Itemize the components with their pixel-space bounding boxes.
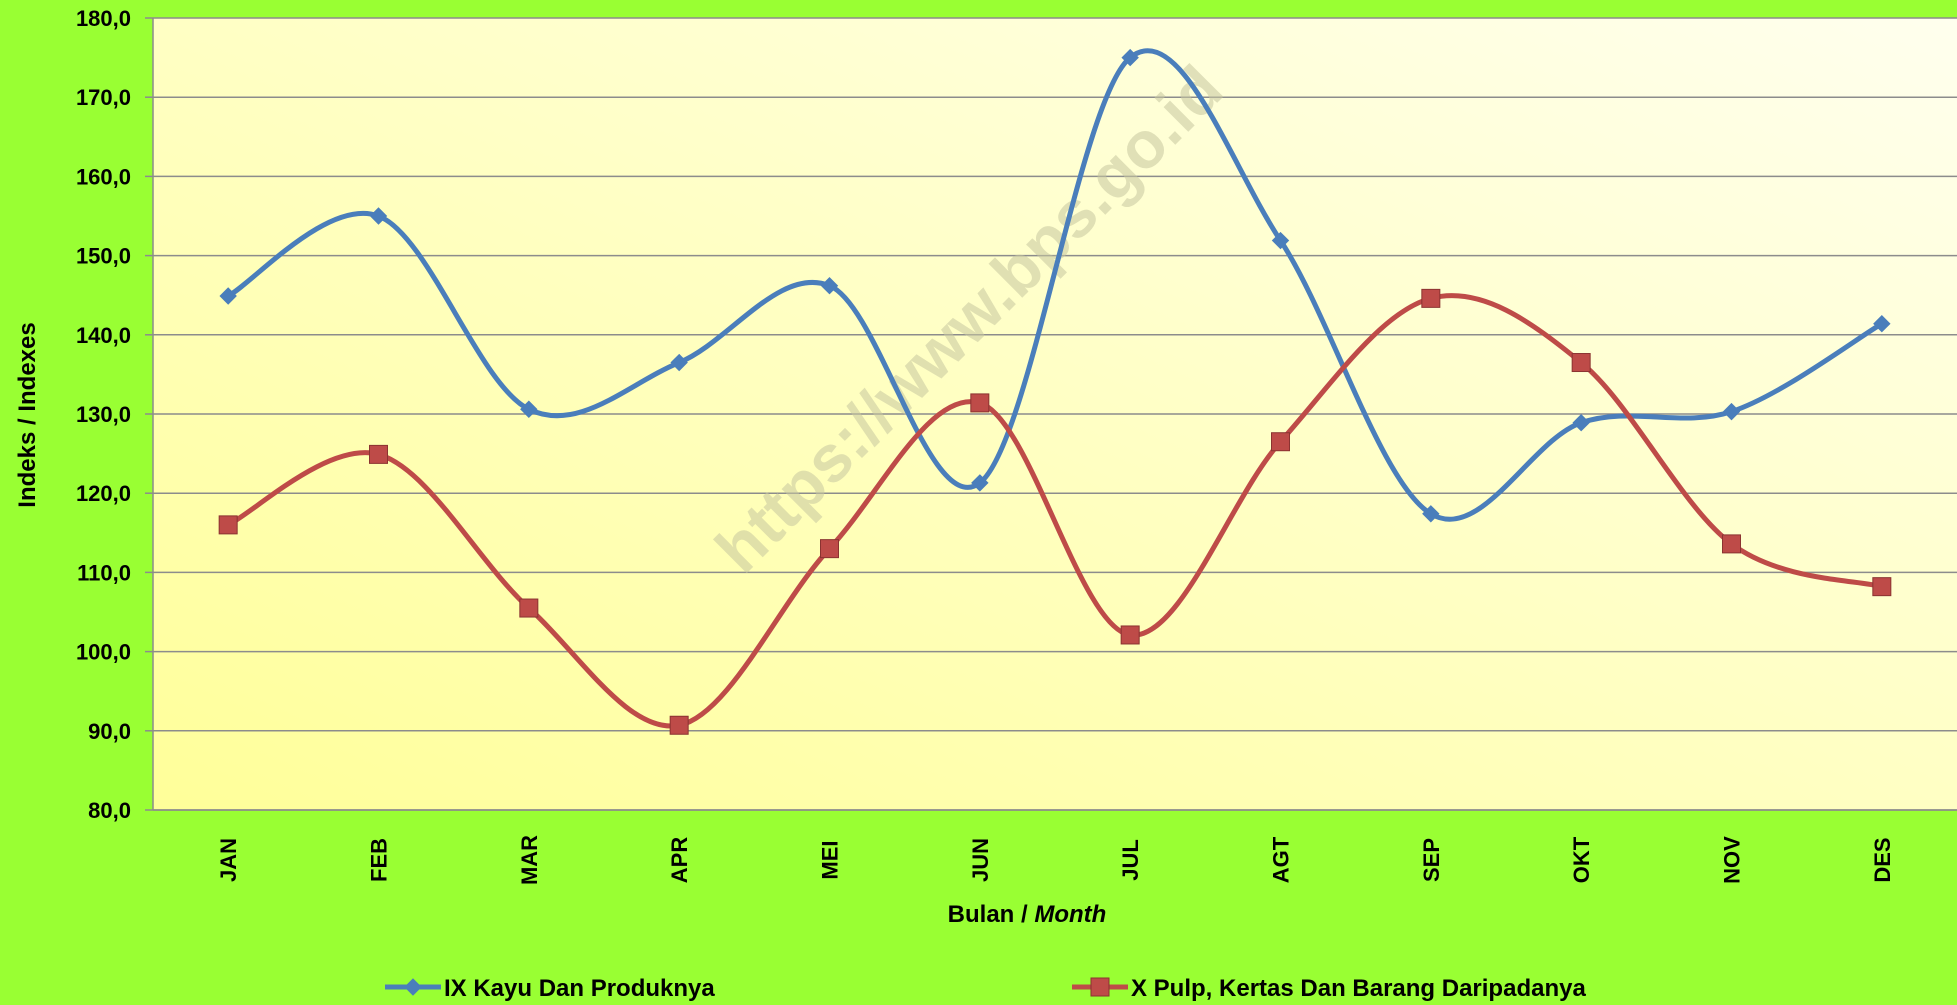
legend-label: X Pulp, Kertas Dan Barang Daripadanya: [1131, 975, 1586, 1002]
legend-marker: [1090, 977, 1110, 997]
data-point: [820, 539, 839, 559]
data-point: [1872, 577, 1892, 597]
data-point: [1271, 432, 1290, 452]
x-axis-title-separator: /: [1014, 901, 1034, 928]
data-point: [820, 276, 839, 295]
data-point: [1873, 315, 1891, 333]
legend-item-1: IX Kayu Dan Produknya: [385, 975, 715, 1002]
series-1: [219, 48, 1891, 523]
data-point: [218, 515, 238, 535]
y-tick-label: 160,0: [76, 164, 131, 189]
data-point: [219, 287, 237, 305]
y-tick-label: 170,0: [76, 85, 131, 110]
x-tick-label: APR: [667, 837, 692, 884]
data-point: [520, 400, 538, 418]
x-tick-label: JAN: [216, 838, 241, 882]
x-tick-label: JUL: [1118, 839, 1143, 881]
x-tick-label: MAR: [517, 835, 542, 885]
data-point: [1571, 353, 1591, 373]
data-point: [1120, 625, 1140, 645]
data-point: [971, 474, 989, 492]
y-tick-label: 100,0: [76, 640, 131, 665]
y-axis-title: Indeks / Indexes: [14, 322, 41, 507]
y-tick-label: 80,0: [88, 798, 131, 823]
y-tick-label: 110,0: [77, 560, 131, 585]
legend-item-2: X Pulp, Kertas Dan Barang Daripadanya: [1072, 975, 1586, 1002]
y-tick-label: 180,0: [76, 6, 131, 31]
data-point: [1722, 402, 1741, 421]
x-tick-label: JUN: [968, 838, 993, 882]
x-tick-label: FEB: [367, 838, 392, 882]
data-point: [1421, 288, 1441, 308]
x-tick-label: SEP: [1419, 838, 1444, 882]
series-2: [218, 288, 1892, 735]
data-point: [970, 393, 990, 413]
data-point: [369, 444, 388, 464]
x-tick-label: MEI: [818, 840, 843, 879]
legend: IX Kayu Dan Produknya X Pulp, Kertas Dan …: [385, 975, 1586, 1002]
legend-marker: [404, 978, 422, 996]
y-tick-label: 140,0: [76, 323, 131, 348]
data-point: [1121, 48, 1139, 67]
legend-label: IX Kayu Dan Produknya: [444, 975, 715, 1002]
gridlines: [145, 17, 1957, 811]
data-point: [369, 207, 388, 225]
x-tick-label: OKT: [1569, 836, 1594, 883]
x-axis-title-italic: Month: [1034, 901, 1106, 928]
x-tick-label: AGT: [1269, 836, 1294, 883]
series-lines: [218, 48, 1892, 735]
data-point: [669, 715, 689, 735]
data-point: [1422, 505, 1440, 523]
data-point: [670, 353, 688, 372]
data-point: [519, 598, 539, 618]
y-tick-label: 120,0: [76, 481, 131, 506]
x-tick-label: DES: [1870, 837, 1895, 882]
x-tick-label: NOV: [1720, 836, 1745, 884]
x-axis-title: Bulan / Month: [948, 901, 1107, 928]
x-axis-title-main: Bulan: [948, 901, 1015, 928]
y-tick-label: 90,0: [88, 719, 131, 744]
data-point: [1271, 231, 1290, 250]
y-axis-ticks: 80,0 90,0 100,0 110,0 120,0 130,0 140,0 150,0 16…: [76, 6, 131, 823]
y-tick-label: 150,0: [76, 244, 131, 269]
y-tick-label: 130,0: [76, 402, 131, 427]
data-point: [1572, 414, 1590, 432]
data-point: [1722, 534, 1741, 554]
x-axis-ticks: JAN FEB MAR APR MEI JUN JUL AGT SEP OKT NOV DES: [216, 835, 1895, 885]
